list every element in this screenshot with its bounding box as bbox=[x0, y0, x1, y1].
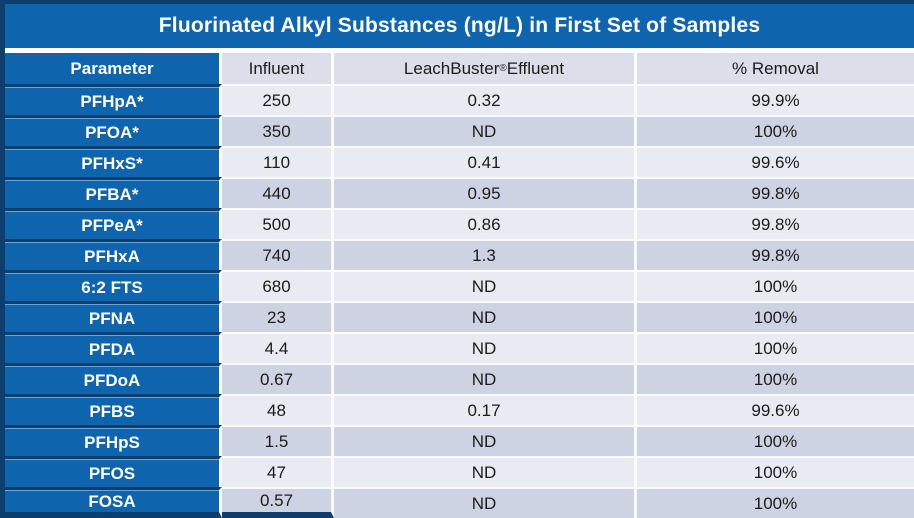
influent-cell: 350 bbox=[222, 115, 334, 146]
parameter-cell: PFOS bbox=[5, 456, 222, 487]
table-row: PFHxA 740 1.3 99.8% bbox=[5, 239, 914, 270]
parameter-cell: PFDA bbox=[5, 332, 222, 363]
influent-cell: 4.4 bbox=[222, 332, 334, 363]
influent-cell: 1.5 bbox=[222, 425, 334, 456]
removal-cell: 100% bbox=[637, 425, 914, 456]
influent-cell: 47 bbox=[222, 456, 334, 487]
effluent-brand-text: LeachBuster bbox=[403, 59, 500, 78]
parameter-cell: PFHxS* bbox=[5, 146, 222, 177]
removal-cell: 100% bbox=[637, 270, 914, 301]
parameter-cell: PFDoA bbox=[5, 363, 222, 394]
influent-cell: 740 bbox=[222, 239, 334, 270]
table-row: PFDA 4.4 ND 100% bbox=[5, 332, 914, 363]
parameter-cell: PFBA* bbox=[5, 177, 222, 208]
effluent-cell: 0.32 bbox=[334, 84, 637, 115]
table-row: PFBS 48 0.17 99.6% bbox=[5, 394, 914, 425]
effluent-cell: ND bbox=[334, 456, 637, 487]
influent-cell: 500 bbox=[222, 208, 334, 239]
parameter-cell: PFPeA* bbox=[5, 208, 222, 239]
parameter-cell: 6:2 FTS bbox=[5, 270, 222, 301]
effluent-cell: ND bbox=[334, 301, 637, 332]
influent-cell: 440 bbox=[222, 177, 334, 208]
effluent-cell: ND bbox=[334, 425, 637, 456]
removal-cell: 100% bbox=[637, 363, 914, 394]
removal-cell: 100% bbox=[637, 301, 914, 332]
table-row: FOSA 0.57 ND 100% bbox=[5, 487, 914, 518]
effluent-cell: 1.3 bbox=[334, 239, 637, 270]
column-header-removal: % Removal bbox=[637, 53, 914, 84]
parameter-cell: PFHxA bbox=[5, 239, 222, 270]
effluent-cell: 0.17 bbox=[334, 394, 637, 425]
table-row: PFNA 23 ND 100% bbox=[5, 301, 914, 332]
removal-cell: 99.8% bbox=[637, 208, 914, 239]
removal-cell: 100% bbox=[637, 115, 914, 146]
influent-cell: 110 bbox=[222, 146, 334, 177]
table-row: 6:2 FTS 680 ND 100% bbox=[5, 270, 914, 301]
removal-cell: 99.6% bbox=[637, 146, 914, 177]
effluent-cell: ND bbox=[334, 270, 637, 301]
influent-cell: 23 bbox=[222, 301, 334, 332]
effluent-cell: 0.95 bbox=[334, 177, 637, 208]
table-row: PFHpA* 250 0.32 99.9% bbox=[5, 84, 914, 115]
column-header-parameter: Parameter bbox=[5, 53, 222, 84]
parameter-cell: PFBS bbox=[5, 394, 222, 425]
column-header-influent: Influent bbox=[222, 53, 334, 84]
parameter-cell: PFHpA* bbox=[5, 84, 222, 115]
effluent-cell: ND bbox=[334, 363, 637, 394]
table-row: PFBA* 440 0.95 99.8% bbox=[5, 177, 914, 208]
table-row: PFHxS* 110 0.41 99.6% bbox=[5, 146, 914, 177]
table-header-row: Parameter Influent LeachBuster ® Effluent… bbox=[5, 53, 914, 84]
registered-trademark-symbol: ® bbox=[499, 62, 507, 74]
table-row: PFHpS 1.5 ND 100% bbox=[5, 425, 914, 456]
parameter-cell: PFHpS bbox=[5, 425, 222, 456]
effluent-cell: 0.41 bbox=[334, 146, 637, 177]
removal-cell: 99.8% bbox=[637, 177, 914, 208]
parameter-cell: FOSA bbox=[5, 487, 222, 518]
effluent-cell: ND bbox=[334, 487, 637, 518]
table-title: Fluorinated Alkyl Substances (ng/L) in F… bbox=[5, 4, 914, 53]
influent-cell: 48 bbox=[222, 394, 334, 425]
table-row: PFPeA* 500 0.86 99.8% bbox=[5, 208, 914, 239]
table-row: PFDoA 0.67 ND 100% bbox=[5, 363, 914, 394]
table-row: PFOS 47 ND 100% bbox=[5, 456, 914, 487]
effluent-cell: ND bbox=[334, 332, 637, 363]
effluent-cell: 0.86 bbox=[334, 208, 637, 239]
influent-cell: 0.67 bbox=[222, 363, 334, 394]
parameter-cell: PFOA* bbox=[5, 115, 222, 146]
removal-cell: 99.8% bbox=[637, 239, 914, 270]
influent-cell: 0.57 bbox=[222, 487, 334, 518]
removal-cell: 99.6% bbox=[637, 394, 914, 425]
influent-cell: 250 bbox=[222, 84, 334, 115]
parameter-cell: PFNA bbox=[5, 301, 222, 332]
column-header-effluent: LeachBuster ® Effluent bbox=[334, 53, 637, 84]
table-row: PFOA* 350 ND 100% bbox=[5, 115, 914, 146]
effluent-cell: ND bbox=[334, 115, 637, 146]
removal-cell: 100% bbox=[637, 332, 914, 363]
influent-cell: 680 bbox=[222, 270, 334, 301]
removal-cell: 100% bbox=[637, 456, 914, 487]
effluent-rest-text: Effluent bbox=[506, 59, 565, 78]
removal-cell: 99.9% bbox=[637, 84, 914, 115]
removal-cell: 100% bbox=[637, 487, 914, 518]
